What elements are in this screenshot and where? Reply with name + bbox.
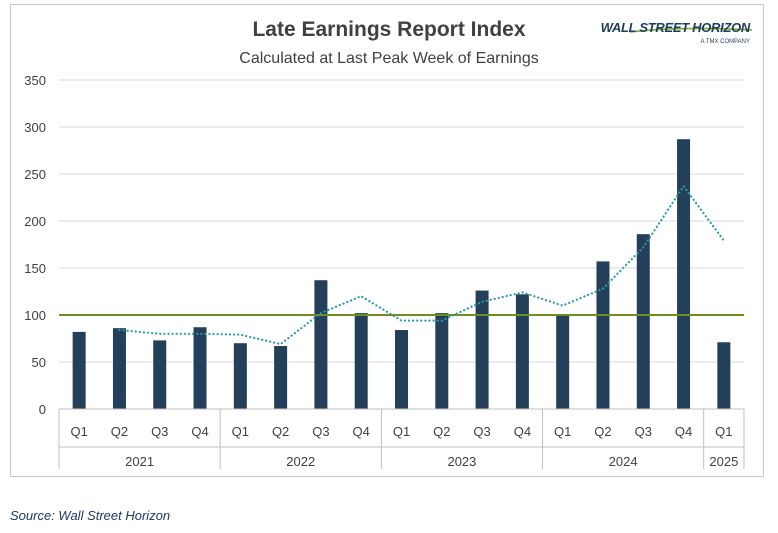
- x-tick-label: Q4: [514, 424, 531, 439]
- bar: [395, 330, 408, 409]
- bar: [153, 340, 167, 409]
- bar: [72, 331, 86, 409]
- chart-title: Late Earnings Report Index: [252, 18, 526, 41]
- x-tick-label: Q3: [312, 424, 329, 439]
- bar: [677, 139, 691, 409]
- bar: [193, 327, 207, 409]
- bar: [233, 343, 247, 409]
- bar: [515, 294, 529, 409]
- chart-plot: 0 50 100 150 200 250 300 350 Q1 Q2 Q3 Q4 Q1 Q2 Q3 Q4 Q1 Q…: [24, 73, 745, 469]
- y-tick-label: 200: [24, 214, 46, 229]
- x-tick-label: Q2: [594, 424, 611, 439]
- group-label: 2022: [286, 454, 315, 469]
- logo-name: WALL STREET HORIZON: [600, 20, 751, 35]
- x-tick-label: Q1: [554, 424, 571, 439]
- group-label: 2025: [709, 454, 738, 469]
- bar: [314, 280, 328, 409]
- bar: [556, 315, 570, 409]
- bar: [274, 346, 288, 409]
- wall-street-horizon-logo: WALL STREET HORIZON A TMX COMPANY: [601, 20, 758, 56]
- logo-swoosh-icon: [629, 27, 753, 33]
- x-tick-label: Q1: [393, 424, 410, 439]
- x-tick-label: Q4: [675, 424, 692, 439]
- x-tick-label: Q2: [111, 424, 128, 439]
- x-tick-label: Q4: [353, 424, 370, 439]
- x-tick-label: Q1: [232, 424, 249, 439]
- y-tick-label: 150: [24, 261, 46, 276]
- x-tick-label: Q3: [635, 424, 652, 439]
- y-tick-label: 50: [32, 355, 46, 370]
- bar: [475, 290, 489, 409]
- group-label: 2024: [609, 454, 638, 469]
- bar: [596, 261, 610, 409]
- x-tick-label: Q3: [473, 424, 490, 439]
- y-tick-label: 300: [24, 120, 46, 135]
- x-tick-label: Q2: [272, 424, 289, 439]
- x-tick-label: Q3: [151, 424, 168, 439]
- source-note: Source: Wall Street Horizon: [10, 508, 171, 523]
- bar: [435, 313, 449, 409]
- y-tick-label: 0: [39, 402, 46, 417]
- group-label: 2023: [447, 454, 476, 469]
- group-label: 2021: [125, 454, 154, 469]
- bar: [717, 342, 731, 409]
- bar: [636, 234, 650, 409]
- y-tick-label: 100: [24, 308, 46, 323]
- y-tick-label: 350: [24, 73, 46, 88]
- chart-subtitle: Calculated at Last Peak Week of Earnings: [239, 50, 539, 67]
- x-tick-label: Q1: [70, 424, 87, 439]
- x-tick-label: Q1: [715, 424, 732, 439]
- bar: [354, 313, 368, 409]
- x-tick-label: Q2: [433, 424, 450, 439]
- bar: [112, 328, 126, 409]
- logo-subtitle: A TMX COMPANY: [700, 39, 750, 45]
- x-tick-label: Q4: [191, 424, 208, 439]
- y-tick-label: 250: [24, 167, 46, 182]
- trend-line: [118, 184, 725, 346]
